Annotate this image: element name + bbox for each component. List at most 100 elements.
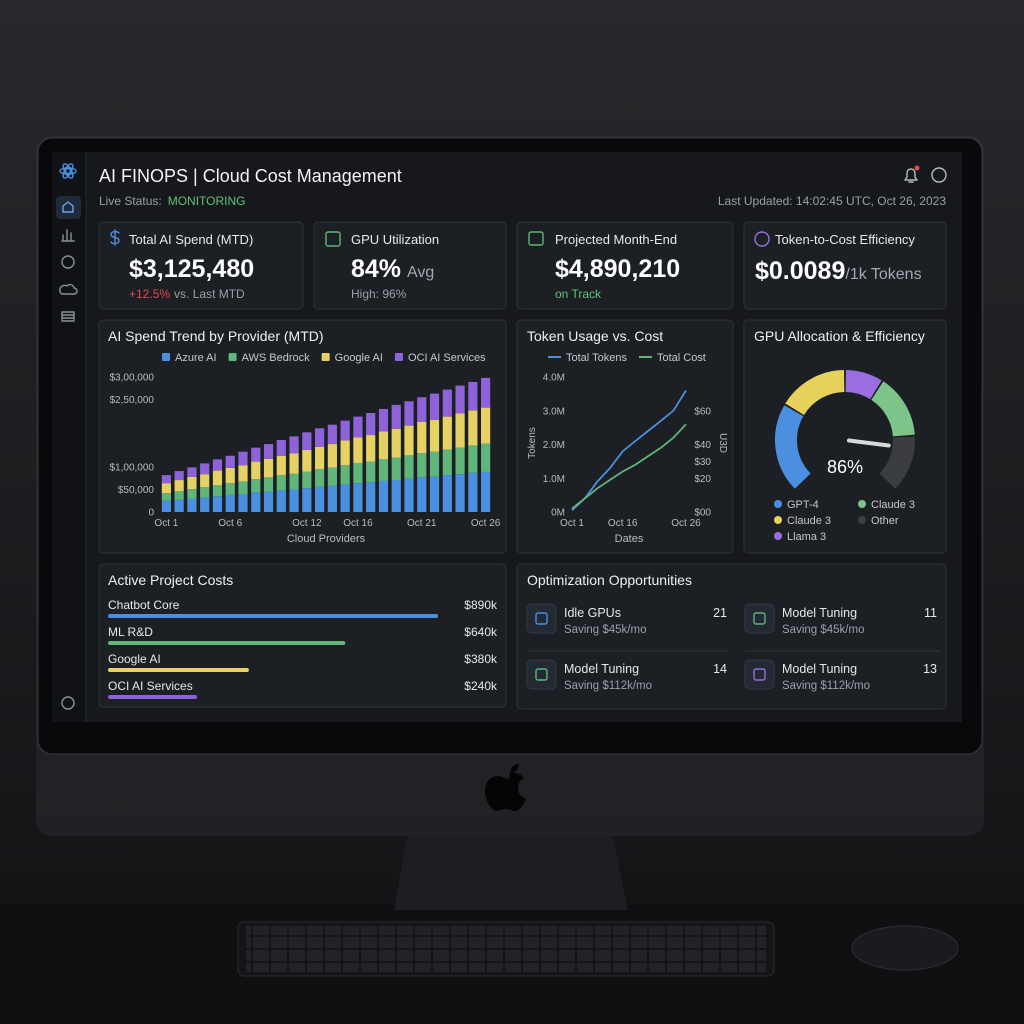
bar-segment bbox=[417, 477, 427, 512]
bar-segment bbox=[378, 408, 389, 432]
panel-title: AI Spend Trend by Provider (MTD) bbox=[108, 328, 324, 344]
bar-segment bbox=[251, 492, 261, 512]
bar-segment bbox=[302, 432, 312, 450]
y-tick-label: $3,00,000 bbox=[110, 373, 155, 384]
bar-segment bbox=[366, 461, 376, 483]
bar-segment bbox=[276, 490, 286, 512]
bar-segment bbox=[289, 473, 299, 490]
legend-label: Llama 3 bbox=[787, 531, 826, 543]
bar-segment bbox=[238, 494, 248, 512]
legend-swatch bbox=[774, 500, 782, 508]
bar-segment bbox=[391, 457, 401, 481]
bar-segment bbox=[251, 461, 261, 480]
kpi-value: $0.0089/1k Tokens bbox=[755, 257, 922, 285]
bar-segment bbox=[429, 451, 440, 477]
monitor-stand bbox=[394, 832, 628, 910]
kpi-card bbox=[98, 221, 304, 310]
item-icon-glyph bbox=[753, 612, 766, 625]
bar-segment bbox=[468, 472, 478, 512]
notifications[interactable] bbox=[904, 168, 918, 183]
kpi-change: +12.5% bbox=[129, 287, 170, 301]
bar-segment bbox=[404, 401, 414, 426]
bar-segment bbox=[404, 455, 414, 479]
legend-label: Total Cost bbox=[657, 352, 706, 364]
status-label: Live Status: bbox=[99, 194, 162, 208]
bar-segment bbox=[442, 416, 452, 450]
bar-segment bbox=[327, 467, 337, 486]
nav-charts[interactable] bbox=[61, 229, 75, 242]
status: Live Status: MONITORING bbox=[99, 194, 245, 208]
bar-segment bbox=[174, 471, 184, 481]
x-tick-label: Oct 16 bbox=[608, 518, 638, 529]
gauge-segment bbox=[785, 370, 845, 416]
project-name: ML R&D bbox=[108, 625, 153, 639]
bar-segment bbox=[174, 499, 184, 512]
nav-data[interactable] bbox=[61, 311, 75, 322]
bar-segment bbox=[187, 498, 197, 512]
bar-segment bbox=[174, 491, 184, 500]
bar-segment bbox=[161, 475, 171, 484]
item-title: Model Tuning bbox=[782, 662, 857, 676]
kpi-title: Projected Month-End bbox=[555, 232, 677, 247]
bar-segment bbox=[238, 451, 248, 466]
bar-segment bbox=[289, 436, 299, 454]
item-title: Idle GPUs bbox=[564, 606, 621, 620]
panel-title: Optimization Opportunities bbox=[527, 572, 692, 588]
kpi-value: $3,125,480 bbox=[129, 255, 254, 283]
legend-label: Other bbox=[871, 515, 899, 527]
bar-segment bbox=[391, 404, 401, 429]
bar-segment bbox=[404, 478, 414, 512]
project-value: $240k bbox=[464, 679, 498, 693]
item-count: 13 bbox=[923, 662, 937, 676]
bar-segment bbox=[442, 389, 452, 417]
bar-segment bbox=[353, 483, 363, 512]
y-tick-label: 4.0M bbox=[543, 373, 565, 384]
project-bar bbox=[108, 614, 438, 618]
logo-icon bbox=[59, 163, 77, 179]
series-line bbox=[571, 390, 687, 511]
bar-segment bbox=[378, 431, 389, 460]
bar-segment bbox=[315, 486, 325, 512]
bar-segment bbox=[225, 483, 235, 495]
kpi-icon bbox=[325, 231, 341, 247]
nav-cloud[interactable] bbox=[59, 283, 78, 295]
x-tick-label: Oct 12 bbox=[292, 518, 322, 529]
y2-tick-label: $00 bbox=[694, 508, 711, 519]
project-bar bbox=[108, 641, 346, 645]
legend-swatch bbox=[774, 532, 782, 540]
bar-segment bbox=[455, 385, 465, 414]
kpi-card bbox=[743, 221, 947, 310]
item-count: 11 bbox=[924, 606, 937, 620]
kpi-change-note: vs. Last MTD bbox=[174, 287, 245, 301]
project-bar bbox=[108, 668, 249, 672]
bar-segment bbox=[417, 422, 427, 454]
bar-segment bbox=[212, 470, 223, 485]
help[interactable] bbox=[931, 167, 947, 183]
project-name: Google AI bbox=[108, 652, 161, 666]
panel-title: Active Project Costs bbox=[108, 572, 233, 588]
nav-settings[interactable] bbox=[61, 696, 75, 710]
kpi-card bbox=[313, 221, 507, 310]
kpi-title: GPU Utilization bbox=[351, 232, 439, 247]
y-axis-title: Tokens bbox=[527, 427, 538, 459]
kpi-note: High: 96% bbox=[351, 287, 407, 301]
bar-segment bbox=[378, 459, 389, 481]
project-value: $890k bbox=[464, 598, 498, 612]
item-icon bbox=[744, 603, 775, 634]
legend-label: OCI AI Services bbox=[408, 352, 486, 364]
y-tick-label: 0M bbox=[551, 508, 565, 519]
bar-segment bbox=[263, 444, 274, 459]
series-line bbox=[571, 423, 687, 510]
bar-segment bbox=[455, 447, 465, 475]
nav-home[interactable] bbox=[56, 196, 81, 219]
gauge-segment bbox=[845, 370, 882, 400]
home-icon bbox=[62, 201, 74, 213]
bar-segment bbox=[212, 496, 223, 512]
legend-swatch bbox=[162, 353, 170, 361]
bar-segment bbox=[238, 481, 248, 494]
bar-segment bbox=[468, 445, 478, 473]
bar-segment bbox=[468, 381, 478, 411]
bar-segment bbox=[187, 467, 197, 477]
nav-costs[interactable] bbox=[61, 255, 75, 269]
item-icon-glyph bbox=[753, 668, 766, 681]
